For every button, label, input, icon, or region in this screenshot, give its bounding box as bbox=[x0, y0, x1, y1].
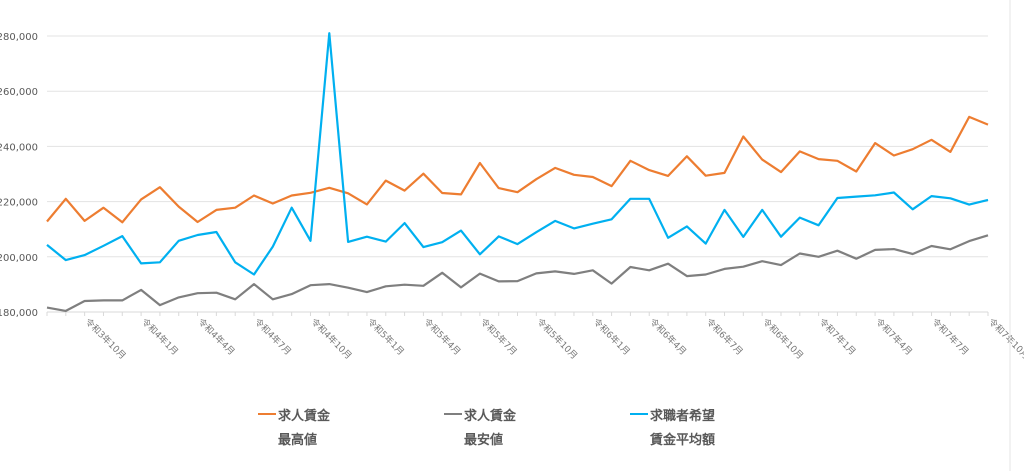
x-tick-label: 令和4年4月 bbox=[195, 316, 237, 358]
gridlines bbox=[47, 35, 988, 258]
legend-label: 求人賃金 bbox=[278, 409, 331, 424]
series-line-1 bbox=[46, 234, 989, 312]
x-tick-label: 令和5年4月 bbox=[421, 316, 463, 358]
x-tick-label: 令和5年7月 bbox=[478, 316, 520, 358]
x-tick-label: 令和6年4月 bbox=[647, 316, 689, 358]
legend-label: 求人賃金 bbox=[464, 409, 517, 424]
x-tick-label: 令和6年7月 bbox=[704, 316, 746, 358]
x-tick-label: 令和7年1月 bbox=[816, 316, 858, 358]
legend-item-max-wage: 求人賃金 最高値 bbox=[258, 405, 330, 453]
x-tick-label: 令和4年10月 bbox=[308, 316, 354, 362]
legend-label: 賃金平均額 bbox=[650, 433, 716, 448]
y-tick-label: 260,000 bbox=[0, 87, 38, 98]
legend-label: 最安値 bbox=[464, 433, 504, 448]
legend-item-min-wage: 求人賃金 最安値 bbox=[444, 405, 516, 453]
y-tick-label: 180,000 bbox=[0, 308, 38, 319]
x-tick-label: 令和6年1月 bbox=[591, 316, 633, 358]
y-axis: 180,000 200,000 220,000 240,000 260,000 280,0… bbox=[0, 32, 38, 319]
x-tick-label: 令和7年4月 bbox=[873, 316, 915, 358]
legend-swatch-orange bbox=[258, 413, 276, 415]
x-tick-label: 令和7年10月 bbox=[986, 316, 1024, 362]
x-tick-label: 令和5年10月 bbox=[534, 316, 580, 362]
y-tick-label: 280,000 bbox=[0, 32, 38, 43]
x-axis: 令和3年10月 令和4年1月 令和4年4月 令和4年7月 令和4年10月 令和5年1月 令和… bbox=[46, 311, 1024, 362]
series-line-2 bbox=[46, 32, 989, 276]
x-tick-label: 令和4年1月 bbox=[139, 316, 181, 358]
legend-swatch-blue bbox=[630, 413, 648, 415]
x-tick-label: 令和3年10月 bbox=[83, 316, 129, 362]
legend-label: 求職者希望 bbox=[650, 409, 716, 424]
legend-item-job-seeker-wage: 求職者希望 賃金平均額 bbox=[630, 405, 715, 453]
x-tick-label: 令和7年7月 bbox=[929, 316, 971, 358]
x-tick-label: 令和6年10月 bbox=[760, 316, 806, 362]
x-tick-label: 令和4年7月 bbox=[252, 316, 294, 358]
series-lines bbox=[46, 32, 989, 312]
y-tick-label: 200,000 bbox=[0, 253, 38, 264]
y-tick-label: 220,000 bbox=[0, 198, 38, 209]
x-tick-label: 令和5年1月 bbox=[365, 316, 407, 358]
y-tick-label: 240,000 bbox=[0, 142, 38, 153]
series-line-0 bbox=[46, 115, 989, 224]
legend-label: 最高値 bbox=[278, 433, 318, 448]
legend-swatch-gray bbox=[444, 413, 462, 415]
